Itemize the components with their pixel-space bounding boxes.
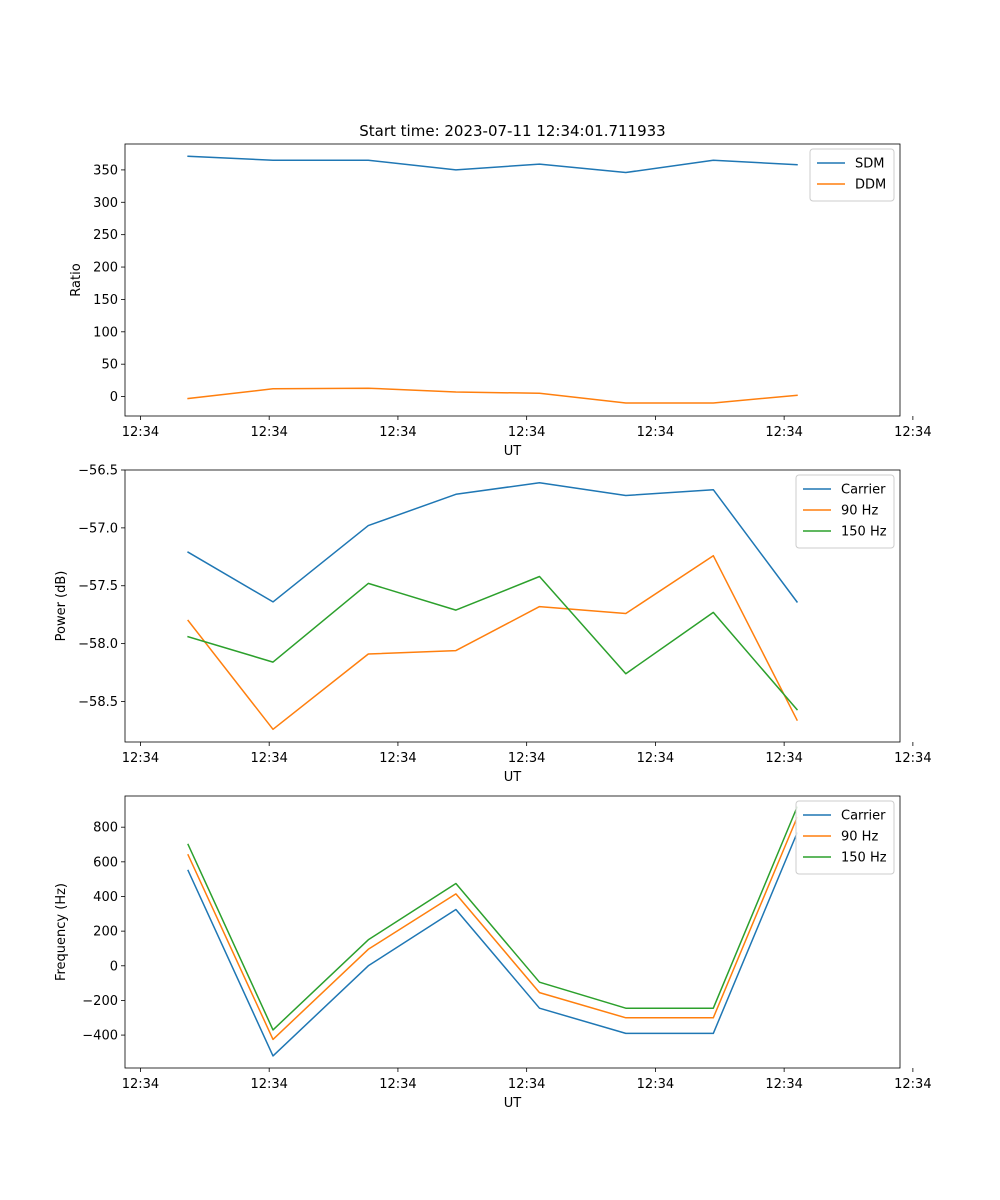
x-tick-label: 12:34 (379, 751, 416, 766)
panel-2: 12:3412:3412:3412:3412:3412:3412:3412:35… (54, 464, 932, 786)
x-tick-label: 12:34 (637, 425, 674, 440)
series-line-150-hz (187, 806, 798, 1031)
legend-frame (809, 148, 895, 202)
legend-label: Carrier (841, 809, 886, 824)
x-tick-label: 12:34 (250, 751, 287, 766)
y-tick-label: 150 (93, 293, 118, 308)
y-tick-label: −57.0 (78, 521, 118, 536)
x-tick-label: 12:34 (637, 751, 674, 766)
axes-frame (124, 795, 901, 1069)
y-tick-label: 400 (93, 890, 118, 905)
x-tick-label: 12:34 (379, 1077, 416, 1092)
x-axis-label: UT (504, 1096, 522, 1111)
series-line-90-hz (187, 554, 799, 731)
x-axis-label: UT (504, 444, 522, 459)
legend-label: 150 Hz (841, 525, 887, 540)
x-tick-label: 12:34 (765, 1077, 802, 1092)
y-tick-label: 300 (93, 196, 118, 211)
legend-label: 90 Hz (841, 830, 878, 845)
y-tick-label: −200 (82, 994, 118, 1009)
y-tick-label: −58.0 (78, 637, 118, 652)
legend-frame (795, 474, 895, 549)
y-tick-label: 200 (93, 925, 118, 940)
axes-frame (124, 143, 901, 417)
x-tick-label: 12:34 (508, 425, 545, 440)
legend-label: 150 Hz (841, 851, 887, 866)
axes-frame (124, 469, 901, 743)
legend-label: Carrier (841, 483, 886, 498)
y-tick-label: 250 (93, 228, 118, 243)
x-tick-label: 12:34 (250, 1077, 287, 1092)
y-tick-label: −400 (82, 1029, 118, 1044)
y-tick-label: −58.5 (78, 695, 118, 710)
y-tick-label: 800 (93, 821, 118, 836)
y-tick-label: 0 (110, 390, 118, 405)
series-line-sdm (187, 155, 798, 174)
x-tick-label: 12:34 (379, 425, 416, 440)
x-tick-label: 12:34 (637, 1077, 674, 1092)
y-tick-label: −57.5 (78, 579, 118, 594)
y-tick-label: 200 (93, 261, 118, 276)
y-axis-label: Frequency (Hz) (54, 883, 69, 981)
panels: 12:3412:3412:3412:3412:3412:3412:3412:35… (54, 143, 932, 1111)
x-tick-label: 12:34 (122, 751, 159, 766)
panel-3: 12:3412:3412:3412:3412:3412:3412:3412:35… (54, 795, 932, 1111)
legend: Carrier 90 Hz 150 Hz (795, 800, 895, 875)
legend: SDM DDM (809, 148, 895, 202)
y-tick-label: 100 (93, 325, 118, 340)
legend-frame (795, 800, 895, 875)
y-tick-label: 0 (110, 959, 118, 974)
x-tick-label: 12:34 (894, 751, 931, 766)
y-tick-label: 350 (93, 163, 118, 178)
x-tick-label: 12:34 (122, 1077, 159, 1092)
legend: Carrier 90 Hz 150 Hz (795, 474, 895, 549)
x-tick-label: 12:34 (765, 751, 802, 766)
y-axis-label: Ratio (69, 263, 84, 296)
y-tick-label: −56.5 (78, 464, 118, 479)
series-line-carrier (187, 832, 798, 1057)
x-axis-label: UT (504, 770, 522, 785)
series-line-ddm (187, 387, 798, 404)
legend-label: SDM (855, 157, 884, 172)
legend-label: DDM (855, 178, 886, 193)
y-axis-label: Power (dB) (54, 571, 69, 642)
panel-1: 12:3412:3412:3412:3412:3412:3412:3412:35… (69, 143, 932, 459)
x-tick-label: 12:34 (122, 425, 159, 440)
x-tick-label: 12:34 (765, 425, 802, 440)
x-tick-label: 12:34 (250, 425, 287, 440)
y-tick-label: 600 (93, 855, 118, 870)
x-tick-label: 12:34 (508, 751, 545, 766)
series-line-150-hz (187, 575, 799, 711)
x-tick-label: 12:34 (894, 1077, 931, 1092)
series-line-carrier (187, 481, 799, 603)
chart-title: Start time: 2023-07-11 12:34:01.711933 (359, 122, 665, 140)
legend-label: 90 Hz (841, 504, 878, 519)
series-line-90-hz (187, 816, 798, 1041)
y-tick-label: 50 (101, 358, 118, 373)
x-tick-label: 12:34 (508, 1077, 545, 1092)
x-tick-label: 12:34 (894, 425, 931, 440)
